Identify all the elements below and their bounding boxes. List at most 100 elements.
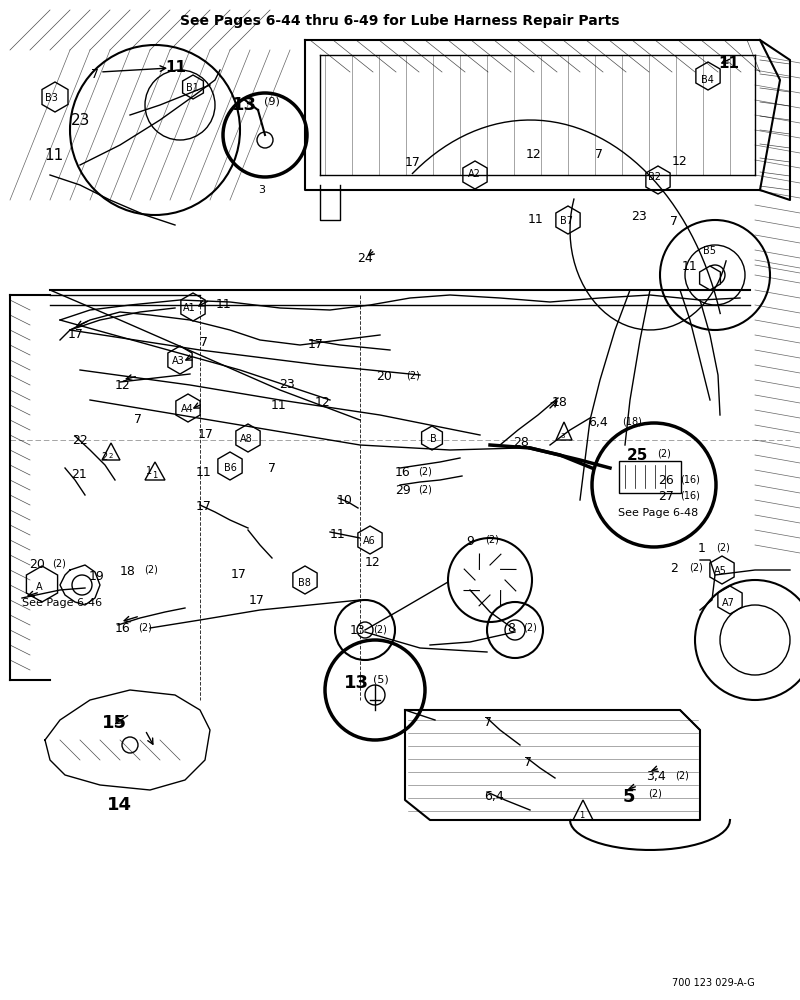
- Text: 17: 17: [198, 428, 214, 441]
- Text: 1: 1: [579, 810, 585, 820]
- Text: 5: 5: [623, 788, 635, 806]
- Text: 11: 11: [44, 148, 63, 163]
- Text: 17: 17: [68, 328, 84, 341]
- Text: 7: 7: [524, 756, 532, 769]
- Text: 18: 18: [120, 565, 136, 578]
- Text: A7: A7: [722, 598, 735, 608]
- Text: 18: 18: [552, 396, 568, 409]
- Text: (2): (2): [52, 558, 66, 568]
- Text: (2): (2): [523, 622, 537, 632]
- Text: B7: B7: [560, 216, 573, 226]
- Text: (16): (16): [680, 490, 700, 500]
- Text: 1: 1: [152, 472, 158, 481]
- Text: A3: A3: [172, 356, 185, 366]
- Text: 1: 1: [146, 466, 152, 476]
- Text: 7: 7: [200, 336, 208, 349]
- Text: (2): (2): [657, 448, 671, 458]
- Text: (2): (2): [138, 622, 152, 632]
- Text: (2): (2): [716, 542, 730, 552]
- Text: (2): (2): [418, 466, 432, 476]
- Text: 23: 23: [71, 113, 90, 128]
- Text: 24: 24: [357, 252, 373, 265]
- Text: A1: A1: [183, 303, 196, 313]
- Text: 17: 17: [308, 338, 324, 351]
- Text: 20: 20: [376, 370, 392, 383]
- Text: See Page 6-48: See Page 6-48: [618, 508, 698, 518]
- Text: B6: B6: [224, 463, 237, 473]
- Text: 11: 11: [330, 528, 346, 541]
- Text: B4: B4: [701, 75, 714, 85]
- Text: 22: 22: [72, 434, 88, 447]
- Text: 13: 13: [232, 96, 257, 114]
- Text: 28: 28: [513, 436, 529, 449]
- Text: 29: 29: [395, 484, 410, 497]
- Text: 7: 7: [91, 68, 99, 81]
- Text: 3: 3: [561, 433, 566, 439]
- Text: (9): (9): [264, 96, 280, 106]
- Text: 9: 9: [466, 535, 474, 548]
- Text: 21: 21: [71, 468, 86, 481]
- Text: (2): (2): [406, 370, 420, 380]
- Text: 11: 11: [196, 466, 212, 479]
- Text: See Page 6-46: See Page 6-46: [22, 598, 102, 608]
- Text: A8: A8: [240, 434, 253, 444]
- Text: 10: 10: [337, 494, 353, 507]
- Text: A4: A4: [181, 404, 194, 414]
- Text: 16: 16: [395, 466, 410, 479]
- Text: 19: 19: [89, 570, 105, 583]
- Text: B: B: [430, 434, 437, 444]
- Text: 17: 17: [196, 500, 212, 513]
- Text: 12: 12: [115, 379, 130, 392]
- Text: 7: 7: [268, 462, 276, 475]
- Text: 11: 11: [271, 399, 286, 412]
- Text: A6: A6: [363, 536, 376, 546]
- Text: A2: A2: [468, 169, 481, 179]
- Text: 3,4: 3,4: [646, 770, 666, 783]
- Text: 17: 17: [405, 156, 421, 169]
- Text: (2): (2): [418, 484, 432, 494]
- Text: 26: 26: [658, 474, 674, 487]
- Text: 17: 17: [249, 594, 265, 607]
- Text: 2: 2: [101, 452, 107, 462]
- Text: 2: 2: [670, 562, 678, 575]
- Text: 17: 17: [231, 568, 247, 581]
- Text: B2: B2: [648, 172, 661, 182]
- Text: 3: 3: [258, 185, 265, 195]
- Text: (2): (2): [689, 562, 703, 572]
- Text: 25: 25: [627, 448, 648, 463]
- Text: 7: 7: [134, 413, 142, 426]
- Text: 12: 12: [672, 155, 688, 168]
- Text: 11: 11: [718, 56, 739, 71]
- Text: 23: 23: [631, 210, 646, 223]
- Text: (16): (16): [680, 474, 700, 484]
- Text: 16: 16: [115, 622, 130, 635]
- Text: 11: 11: [165, 60, 186, 75]
- Text: 2: 2: [109, 453, 113, 459]
- Text: 7: 7: [595, 148, 603, 161]
- Text: 14: 14: [107, 796, 132, 814]
- Text: 15: 15: [102, 714, 127, 732]
- Text: (18): (18): [622, 416, 642, 426]
- Text: 23: 23: [279, 378, 294, 391]
- Text: 700 123 029-A-G: 700 123 029-A-G: [672, 978, 755, 988]
- Text: 7: 7: [484, 716, 492, 729]
- Text: 11: 11: [682, 260, 698, 273]
- Text: (2): (2): [144, 565, 158, 575]
- Text: A5: A5: [714, 566, 727, 576]
- Text: See Pages 6-44 thru 6-49 for Lube Harness Repair Parts: See Pages 6-44 thru 6-49 for Lube Harnes…: [180, 14, 620, 28]
- Text: 12: 12: [315, 396, 330, 409]
- Text: A: A: [36, 582, 42, 592]
- Text: (2): (2): [485, 535, 499, 545]
- Text: (2): (2): [675, 770, 689, 780]
- Text: (2): (2): [648, 788, 662, 798]
- Text: B8: B8: [298, 578, 311, 588]
- Text: 13: 13: [344, 674, 369, 692]
- Text: 11: 11: [216, 298, 232, 311]
- Text: 12: 12: [365, 556, 381, 569]
- Text: B1: B1: [186, 83, 199, 93]
- Text: 12: 12: [526, 148, 542, 161]
- Text: 7: 7: [670, 215, 678, 228]
- Text: (5): (5): [373, 674, 389, 684]
- Text: 1: 1: [698, 542, 706, 555]
- Text: B3: B3: [45, 93, 58, 103]
